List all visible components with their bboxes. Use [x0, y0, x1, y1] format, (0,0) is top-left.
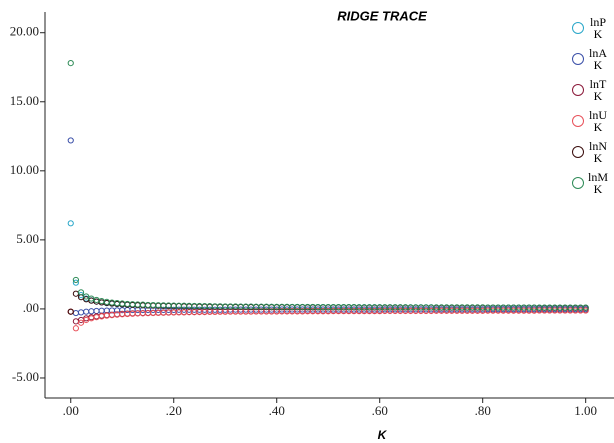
point [134, 310, 141, 317]
point [139, 310, 146, 317]
legend: lnP K lnA K lnT K lnU K lnN K lnM K [572, 12, 614, 198]
x-tick-label: .80 [475, 403, 491, 418]
x-tick-label: 1.00 [574, 403, 597, 418]
point [72, 318, 79, 325]
legend-label: lnA K [589, 45, 607, 72]
y-tick-label: -5.00 [12, 369, 39, 384]
legend-entry: lnP K [572, 12, 614, 43]
point [77, 309, 85, 316]
point [98, 307, 105, 314]
legend-marker [572, 52, 584, 65]
legend-label: lnM K [587, 169, 608, 196]
point [72, 279, 79, 286]
point [77, 289, 85, 296]
legend-label: lnT K [589, 76, 607, 103]
legend-label: lnP K [589, 14, 606, 41]
point [150, 309, 157, 317]
legend-label: lnN K [589, 138, 607, 165]
y-tick-label: 20.00 [10, 24, 39, 39]
legend-entry: lnN K [572, 136, 614, 167]
point [67, 308, 74, 315]
point [582, 307, 589, 314]
x-tick-label: .00 [63, 403, 79, 418]
legend-marker [572, 145, 584, 158]
point [72, 276, 79, 284]
legend-entry: lnT K [572, 74, 614, 105]
legend-entry: lnU K [572, 105, 614, 136]
x-axis-label: K [378, 428, 388, 442]
legend-marker [572, 114, 584, 127]
point [582, 304, 589, 311]
point [144, 310, 152, 317]
point [67, 59, 74, 67]
y-tick-label: 5.00 [16, 231, 39, 246]
x-tick-label: .20 [166, 403, 182, 418]
point [93, 307, 100, 315]
point [72, 309, 79, 317]
point [77, 319, 85, 326]
point [72, 325, 79, 332]
y-tick-label: 15.00 [10, 93, 39, 108]
chart-title: RIDGE TRACE [337, 8, 427, 23]
legend-marker [572, 21, 584, 34]
legend-entry: lnM K [572, 167, 614, 198]
point [67, 220, 74, 227]
legend-label: lnU K [589, 107, 607, 134]
point [88, 308, 95, 315]
point [83, 293, 90, 300]
legend-entry: lnA K [572, 43, 614, 74]
y-tick-label: 10.00 [10, 162, 39, 177]
x-tick-label: .40 [269, 403, 285, 418]
point [83, 308, 90, 315]
point [72, 290, 79, 297]
legend-marker [572, 176, 584, 189]
point [67, 137, 74, 144]
y-tick-label: .00 [23, 300, 39, 315]
legend-marker [572, 83, 584, 96]
x-tick-label: .60 [372, 403, 388, 418]
